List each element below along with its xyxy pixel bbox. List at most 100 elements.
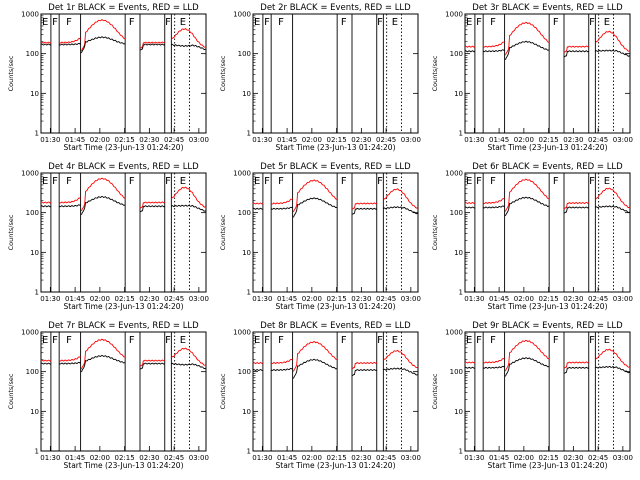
x-tick-label: 01:30 <box>464 454 484 462</box>
y-tick-label: 1000 <box>21 170 39 178</box>
panel-title: Det 4r BLACK = Events, RED = LLD <box>48 162 199 172</box>
y-tick-label: 10 <box>242 408 251 416</box>
y-tick-label: 10 <box>454 408 463 416</box>
x-tick-label: 02:15 <box>115 454 135 462</box>
flag-label: F <box>129 17 135 28</box>
x-tick-label: 03:00 <box>401 136 421 144</box>
flag-label: E <box>392 335 398 346</box>
flag-label: E <box>604 335 610 346</box>
x-tick-label: 02:15 <box>115 136 135 144</box>
x-axis-label: Start Time (23-Jun-13 01:24:20) <box>64 302 184 311</box>
x-axis-label: Start Time (23-Jun-13 01:24:20) <box>64 143 184 152</box>
flag-label: F <box>165 335 171 346</box>
x-tick-label: 01:45 <box>489 454 509 462</box>
detector-panel-5: Det 5r BLACK = Events, RED = LLD 1 10 100 10… <box>219 162 421 311</box>
x-tick-label: 02:15 <box>539 295 559 303</box>
flag-label: E <box>254 335 260 346</box>
y-tick-label: 1000 <box>445 170 463 178</box>
flag-label: F <box>341 335 347 346</box>
flag-label: F <box>490 335 496 346</box>
x-axis-label: Start Time (23-Jun-13 01:24:20) <box>276 461 396 470</box>
y-tick-label: 1 <box>35 289 39 297</box>
x-tick-label: 01:30 <box>464 136 484 144</box>
x-tick-label: 02:30 <box>139 454 159 462</box>
x-tick-label: 01:45 <box>277 295 297 303</box>
x-axis-label: Start Time (23-Jun-13 01:24:20) <box>488 143 608 152</box>
flag-label: E <box>42 335 48 346</box>
flag-label: F <box>264 176 270 187</box>
x-axis-label: Start Time (23-Jun-13 01:24:20) <box>276 143 396 152</box>
lld-series-line <box>40 338 207 370</box>
y-tick-label: 100 <box>26 209 39 217</box>
y-axis-label: Counts/sec <box>219 214 227 250</box>
events-series-line <box>252 358 419 379</box>
x-tick-label: 02:30 <box>351 454 371 462</box>
x-tick-label: 02:30 <box>563 295 583 303</box>
x-tick-label: 02:45 <box>376 295 396 303</box>
flag-label: E <box>604 17 610 28</box>
plot-frame <box>252 13 419 134</box>
flag-label: E <box>180 17 186 28</box>
x-tick-label: 01:45 <box>489 295 509 303</box>
x-tick-label: 01:45 <box>65 136 85 144</box>
x-tick-label: 02:15 <box>327 295 347 303</box>
plot-frame <box>464 172 631 293</box>
flag-label: F <box>553 335 559 346</box>
flag-label: E <box>466 176 472 187</box>
plot-frame <box>40 172 207 293</box>
x-tick-label: 02:45 <box>588 136 608 144</box>
flag-label: F <box>264 335 270 346</box>
y-tick-label: 100 <box>238 50 251 58</box>
panel-title: Det 1r BLACK = Events, RED = LLD <box>48 3 199 13</box>
x-tick-label: 02:30 <box>351 136 371 144</box>
x-tick-label: 01:30 <box>40 454 60 462</box>
panel-title: Det 8r BLACK = Events, RED = LLD <box>260 321 411 331</box>
flag-label: F <box>377 17 383 28</box>
detector-panel-1: Det 1r BLACK = Events, RED = LLD 1 10 100 10… <box>7 3 209 152</box>
x-tick-label: 02:00 <box>514 454 534 462</box>
flag-label: F <box>129 335 135 346</box>
x-tick-label: 01:45 <box>65 454 85 462</box>
y-tick-label: 100 <box>238 368 251 376</box>
x-tick-label: 02:30 <box>139 136 159 144</box>
events-series-line <box>464 40 631 60</box>
x-tick-label: 01:45 <box>65 295 85 303</box>
y-tick-label: 100 <box>26 368 39 376</box>
plot-frame <box>252 172 419 293</box>
y-tick-label: 1000 <box>445 11 463 19</box>
x-tick-label: 02:15 <box>327 454 347 462</box>
x-axis-label: Start Time (23-Jun-13 01:24:20) <box>276 302 396 311</box>
lld-series-line <box>464 21 631 56</box>
y-axis-label: Counts/sec <box>219 373 227 409</box>
flag-label: F <box>490 17 496 28</box>
x-tick-label: 02:30 <box>563 454 583 462</box>
flag-label: F <box>165 176 171 187</box>
flag-label: F <box>278 17 284 28</box>
flag-label: E <box>604 176 610 187</box>
x-tick-label: 02:30 <box>351 295 371 303</box>
y-tick-label: 10 <box>242 90 251 98</box>
lld-series-line <box>252 340 419 372</box>
x-tick-label: 02:15 <box>539 454 559 462</box>
y-axis-label: Counts/sec <box>431 55 439 91</box>
y-tick-label: 100 <box>238 209 251 217</box>
x-tick-label: 02:00 <box>514 295 534 303</box>
x-tick-label: 03:00 <box>613 136 633 144</box>
events-series-line <box>464 196 631 217</box>
events-series-line <box>40 36 207 54</box>
flag-label: E <box>466 17 472 28</box>
y-tick-label: 1000 <box>21 329 39 337</box>
events-series-line <box>40 354 207 373</box>
x-tick-label: 01:45 <box>277 454 297 462</box>
flag-label: F <box>341 17 347 28</box>
flag-label: F <box>476 176 482 187</box>
flag-label: E <box>180 176 186 187</box>
plot-frame <box>464 331 631 452</box>
detector-panel-8: Det 8r BLACK = Events, RED = LLD 1 10 100 10… <box>219 321 421 470</box>
flag-label: F <box>264 17 270 28</box>
x-tick-label: 02:00 <box>302 136 322 144</box>
x-tick-label: 02:15 <box>115 295 135 303</box>
y-tick-label: 1 <box>459 448 463 456</box>
flag-label: E <box>392 176 398 187</box>
x-tick-label: 01:30 <box>40 295 60 303</box>
